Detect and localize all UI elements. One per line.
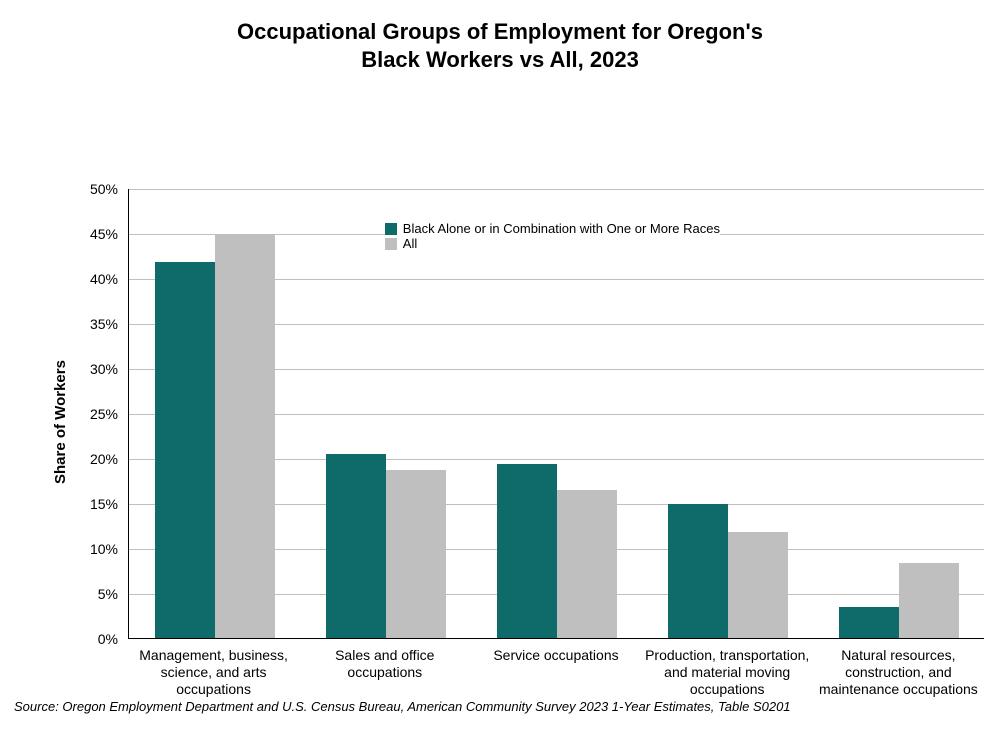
- chart-area: Share of Workers0%5%10%15%20%25%30%35%40…: [30, 93, 970, 749]
- chart-container: Occupational Groups of Employment for Or…: [0, 0, 1000, 724]
- xtick-label: Sales and office occupations: [302, 647, 467, 681]
- ytick-label: 15%: [30, 496, 118, 512]
- legend-label: Black Alone or in Combination with One o…: [403, 221, 720, 236]
- bar: [899, 563, 959, 638]
- ytick-label: 10%: [30, 541, 118, 557]
- bar: [326, 454, 386, 639]
- plot-area: [128, 189, 984, 639]
- legend-item: Black Alone or in Combination with One o…: [385, 221, 720, 236]
- bar: [386, 470, 446, 638]
- bar: [728, 532, 788, 638]
- chart-title-line2: Black Workers vs All, 2023: [30, 46, 970, 74]
- ytick-label: 45%: [30, 226, 118, 242]
- ytick-label: 25%: [30, 406, 118, 422]
- bar: [668, 504, 728, 638]
- bar: [215, 235, 275, 638]
- xtick-label: Management, business, science, and arts …: [131, 647, 296, 697]
- bar: [497, 464, 557, 638]
- ytick-label: 30%: [30, 361, 118, 377]
- ytick-label: 50%: [30, 181, 118, 197]
- bar: [839, 607, 899, 638]
- bar: [557, 490, 617, 638]
- ytick-label: 5%: [30, 586, 118, 602]
- source-text: Source: Oregon Employment Department and…: [14, 699, 791, 714]
- legend-item: All: [385, 236, 720, 251]
- legend-swatch: [385, 238, 397, 250]
- legend-swatch: [385, 223, 397, 235]
- xtick-label: Natural resources, construction, and mai…: [816, 647, 981, 697]
- ytick-label: 20%: [30, 451, 118, 467]
- chart-title-line1: Occupational Groups of Employment for Or…: [30, 18, 970, 46]
- ytick-label: 35%: [30, 316, 118, 332]
- bars-layer: [129, 189, 984, 638]
- bar: [155, 262, 215, 638]
- xtick-label: Production, transportation, and material…: [645, 647, 810, 697]
- legend-label: All: [403, 236, 417, 251]
- chart-title: Occupational Groups of Employment for Or…: [30, 18, 970, 73]
- xtick-label: Service occupations: [473, 647, 638, 664]
- ytick-label: 40%: [30, 271, 118, 287]
- legend: Black Alone or in Combination with One o…: [385, 221, 720, 251]
- ytick-label: 0%: [30, 631, 118, 647]
